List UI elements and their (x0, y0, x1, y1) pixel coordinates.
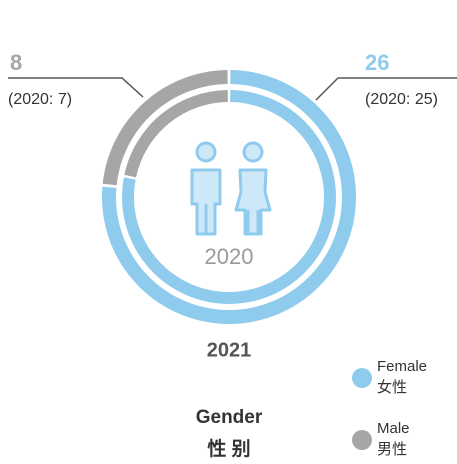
outer-ring-label: 2021 (207, 339, 252, 361)
donut-segment (102, 70, 356, 324)
leader-line (315, 77, 457, 101)
legend-label: Female (377, 358, 427, 375)
donut-segment (124, 90, 228, 178)
legend-swatch (352, 430, 372, 450)
legend-label: 女性 (377, 378, 407, 396)
leader-line (8, 77, 144, 98)
people-icon (190, 141, 272, 236)
donut-segment (102, 70, 228, 186)
legend-label: 男性 (377, 441, 407, 458)
data-label: (2020: 7) (8, 91, 72, 108)
legend-label: Male (377, 420, 410, 437)
chart-subtitle: 性 别 (207, 437, 250, 460)
inner-ring-label: 2020 (205, 244, 254, 269)
data-label: (2020: 25) (365, 91, 438, 108)
data-label: 8 (10, 50, 22, 75)
chart-title: Gender (196, 407, 263, 428)
legend-swatch (352, 368, 372, 388)
data-label: 26 (365, 50, 389, 75)
donut-segment (122, 90, 336, 304)
